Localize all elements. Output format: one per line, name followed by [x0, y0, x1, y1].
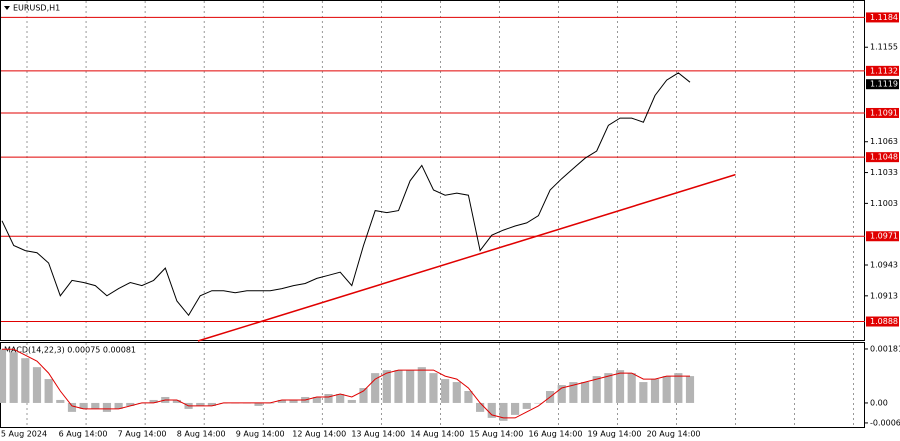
level-label: 1.0888: [870, 317, 898, 326]
macd-bar: [254, 402, 263, 406]
macd-bar: [499, 402, 508, 421]
macd-bar: [452, 382, 461, 403]
macd-bar: [394, 370, 403, 403]
macd-bar: [312, 396, 321, 403]
macd-bar: [0, 349, 7, 403]
level-label-box: [866, 316, 899, 327]
y-tick-label: 0.00: [870, 398, 888, 407]
macd-bar: [534, 402, 543, 404]
macd-bar: [685, 376, 695, 403]
macd-bar: [126, 402, 135, 406]
macd-bar: [429, 373, 438, 403]
macd-bar: [114, 402, 123, 409]
macd-bar: [207, 402, 216, 406]
macd-bar: [371, 373, 380, 403]
macd-bar: [569, 382, 578, 403]
macd-bar: [324, 394, 333, 403]
macd-bar: [56, 399, 65, 403]
x-tick-label: 12 Aug 14:00: [292, 430, 346, 439]
macd-bar: [336, 394, 345, 403]
y-tick-label: 1.1003: [870, 199, 898, 208]
macd-bar: [382, 370, 391, 403]
x-tick-label: 8 Aug 14:00: [177, 430, 226, 439]
macd-bar: [277, 399, 286, 403]
menu-arrow: [4, 6, 10, 10]
macd-bar: [464, 391, 473, 403]
price-line: [1, 72, 691, 317]
macd-bar: [417, 367, 426, 403]
x-tick-label: 13 Aug 14:00: [351, 430, 405, 439]
x-tick-label: 6 Aug 14:00: [59, 430, 108, 439]
macd-bar: [406, 370, 415, 403]
level-label: 1.1048: [870, 153, 898, 162]
level-label: 1.1091: [870, 108, 898, 117]
macd-bar: [627, 373, 636, 403]
x-tick-label: 9 Aug 14:00: [236, 430, 285, 439]
level-label-box: [866, 152, 899, 163]
macd-bar: [79, 402, 88, 409]
macd-bar: [615, 370, 625, 403]
signal-line: [2, 348, 690, 419]
level-label-box: [866, 231, 899, 242]
macd-bar: [196, 402, 205, 406]
macd-bar: [557, 385, 566, 403]
macd-bar: [172, 399, 181, 403]
y-tick-label: -0.00067: [870, 418, 900, 427]
x-tick-label: 7 Aug 14:00: [118, 430, 167, 439]
macd-bar: [67, 402, 77, 412]
macd-bar: [91, 402, 100, 409]
macd-bar: [347, 399, 356, 403]
last-price-box: [866, 79, 899, 90]
macd-title: MACD(14,22,3) 0.00075 0.00081: [4, 346, 136, 355]
macd-bar: [44, 379, 53, 403]
macd-bar: [476, 402, 485, 412]
macd-bar: [359, 388, 368, 403]
macd-bar: [289, 399, 298, 403]
x-tick-label: 16 Aug 14:00: [528, 430, 582, 439]
macd-bar: [21, 358, 30, 403]
macd-bar: [32, 367, 42, 403]
macd-bar: [674, 373, 683, 403]
y-tick-label: 1.1033: [870, 168, 898, 177]
macd-bar: [102, 402, 112, 412]
macd-bar: [149, 399, 158, 403]
level-label-box: [866, 65, 899, 76]
macd-bar: [662, 376, 671, 403]
macd-bar: [9, 352, 18, 403]
level-label: 1.0971: [870, 232, 898, 241]
macd-bar: [511, 402, 520, 415]
level-label: 1.1132: [870, 66, 898, 75]
macd-bar: [522, 402, 531, 409]
macd-bar: [604, 373, 613, 403]
macd-bar: [441, 379, 450, 403]
chart-title: EURUSD,H1: [13, 4, 60, 13]
last-price-label: 1.1119: [870, 80, 898, 89]
level-label-box: [866, 107, 899, 118]
price-frame: [0, 0, 865, 341]
y-tick-label: 1.0913: [870, 291, 898, 300]
macd-bar: [487, 402, 496, 418]
macd-bar: [580, 382, 590, 403]
macd-bar: [650, 379, 660, 403]
y-tick-label: 1.1155: [870, 43, 898, 52]
level-label: 1.1184: [870, 13, 898, 22]
macd-bar: [592, 376, 601, 403]
macd-bar: [639, 382, 648, 403]
x-tick-label: 15 Aug 14:00: [469, 430, 523, 439]
x-tick-label: 14 Aug 14:00: [410, 430, 464, 439]
level-label-box: [866, 12, 899, 23]
y-tick-label: 1.0943: [870, 261, 898, 270]
y-tick-label: 0.00181: [870, 344, 900, 353]
x-tick-label: 20 Aug 14:00: [647, 430, 701, 439]
x-tick-label: 19 Aug 14:00: [588, 430, 642, 439]
x-tick-label: 5 Aug 2024: [1, 430, 47, 439]
y-tick-label: 1.1063: [870, 137, 898, 146]
trend-line: [197, 173, 736, 342]
